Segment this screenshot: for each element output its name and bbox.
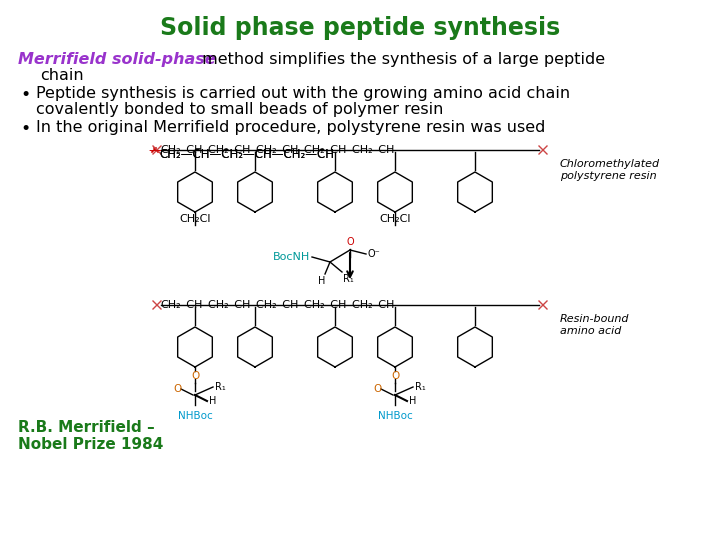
Text: O: O bbox=[173, 384, 181, 394]
Text: R₁: R₁ bbox=[215, 382, 226, 392]
Text: Merrifield solid-phase: Merrifield solid-phase bbox=[18, 52, 215, 67]
Text: In the original Merrifield procedure, polystyrene resin was used: In the original Merrifield procedure, po… bbox=[36, 120, 545, 135]
Text: CH₂–CH–CH₂–CH–CH₂–CH–CH₂–CH–CH₂–CH–: CH₂–CH–CH₂–CH–CH₂–CH–CH₂–CH–CH₂–CH– bbox=[160, 300, 400, 310]
Text: CH₂—CH—CH₂—CH—CH₂—CH: CH₂—CH—CH₂—CH—CH₂—CH bbox=[159, 147, 334, 160]
Text: R.B. Merrifield –
Nobel Prize 1984: R.B. Merrifield – Nobel Prize 1984 bbox=[18, 420, 163, 453]
Text: O: O bbox=[191, 371, 199, 381]
Text: O⁻: O⁻ bbox=[368, 249, 381, 259]
Text: H: H bbox=[409, 396, 416, 406]
Text: O: O bbox=[346, 237, 354, 247]
Text: —: — bbox=[149, 144, 161, 157]
Text: H: H bbox=[318, 276, 325, 286]
Text: H: H bbox=[209, 396, 217, 406]
Text: chain: chain bbox=[40, 68, 84, 83]
Text: NHBoc: NHBoc bbox=[377, 411, 413, 421]
Text: Chloromethylated
polystyrene resin: Chloromethylated polystyrene resin bbox=[560, 159, 660, 181]
Text: BocNH: BocNH bbox=[273, 252, 310, 262]
Text: Solid phase peptide synthesis: Solid phase peptide synthesis bbox=[160, 16, 560, 40]
Text: Peptide synthesis is carried out with the growing amino acid chain: Peptide synthesis is carried out with th… bbox=[36, 86, 570, 101]
Text: method simplifies the synthesis of a large peptide: method simplifies the synthesis of a lar… bbox=[197, 52, 605, 67]
Text: •: • bbox=[20, 120, 30, 138]
Text: CH₂—CH—CH₂—CH—CH₂—CH: CH₂—CH—CH₂—CH—CH₂—CH bbox=[159, 147, 334, 160]
Text: O: O bbox=[391, 371, 399, 381]
Text: Resin-bound
amino acid: Resin-bound amino acid bbox=[560, 314, 629, 336]
Text: covalently bonded to small beads of polymer resin: covalently bonded to small beads of poly… bbox=[36, 102, 444, 117]
Text: •: • bbox=[20, 86, 30, 104]
Text: R₁: R₁ bbox=[343, 274, 354, 284]
Text: O: O bbox=[373, 384, 381, 394]
Text: R₁: R₁ bbox=[415, 382, 426, 392]
Text: CH₂Cl: CH₂Cl bbox=[379, 214, 410, 224]
Text: CH₂–CH–CH₂–CH–CH₂–CH–CH₂–CH–CH₂–CH–: CH₂–CH–CH₂–CH–CH₂–CH–CH₂–CH–CH₂–CH– bbox=[160, 145, 400, 155]
Text: NHBoc: NHBoc bbox=[178, 411, 212, 421]
Text: CH₂Cl: CH₂Cl bbox=[179, 214, 211, 224]
